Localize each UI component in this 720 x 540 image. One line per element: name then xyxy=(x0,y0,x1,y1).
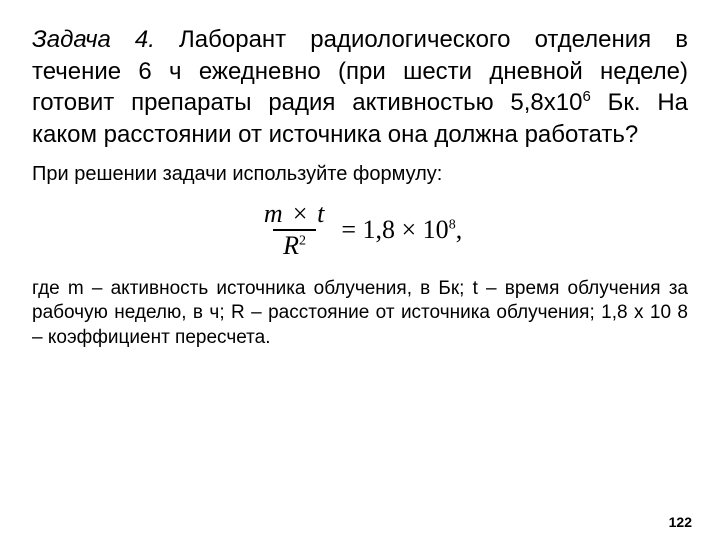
formula-rhs: = 1,8 × 108, xyxy=(341,215,462,245)
formula-fraction: m × t R2 xyxy=(258,201,332,259)
formula-denominator: R2 xyxy=(273,229,316,259)
slide-page: Задача 4. Лаборант радиологического отде… xyxy=(0,0,720,540)
formula-numerator: m × t xyxy=(258,201,332,229)
rhs-tail: , xyxy=(456,215,463,244)
formula-hint: При решении задачи используйте формулу: xyxy=(32,161,688,187)
problem-lead: Задача 4. xyxy=(32,26,155,53)
activity-exponent: 6 xyxy=(582,88,590,105)
page-number: 122 xyxy=(669,514,692,530)
denominator-base: R xyxy=(283,231,299,260)
rhs-exponent: 8 xyxy=(449,217,456,232)
rhs-eq: = 1,8 × 10 xyxy=(341,215,448,244)
variable-explanation: где m – активность источника облучения, … xyxy=(32,277,688,351)
denominator-exponent: 2 xyxy=(299,233,306,248)
formula: m × t R2 = 1,8 × 108, xyxy=(32,201,688,259)
problem-statement: Задача 4. Лаборант радиологического отде… xyxy=(32,24,688,151)
